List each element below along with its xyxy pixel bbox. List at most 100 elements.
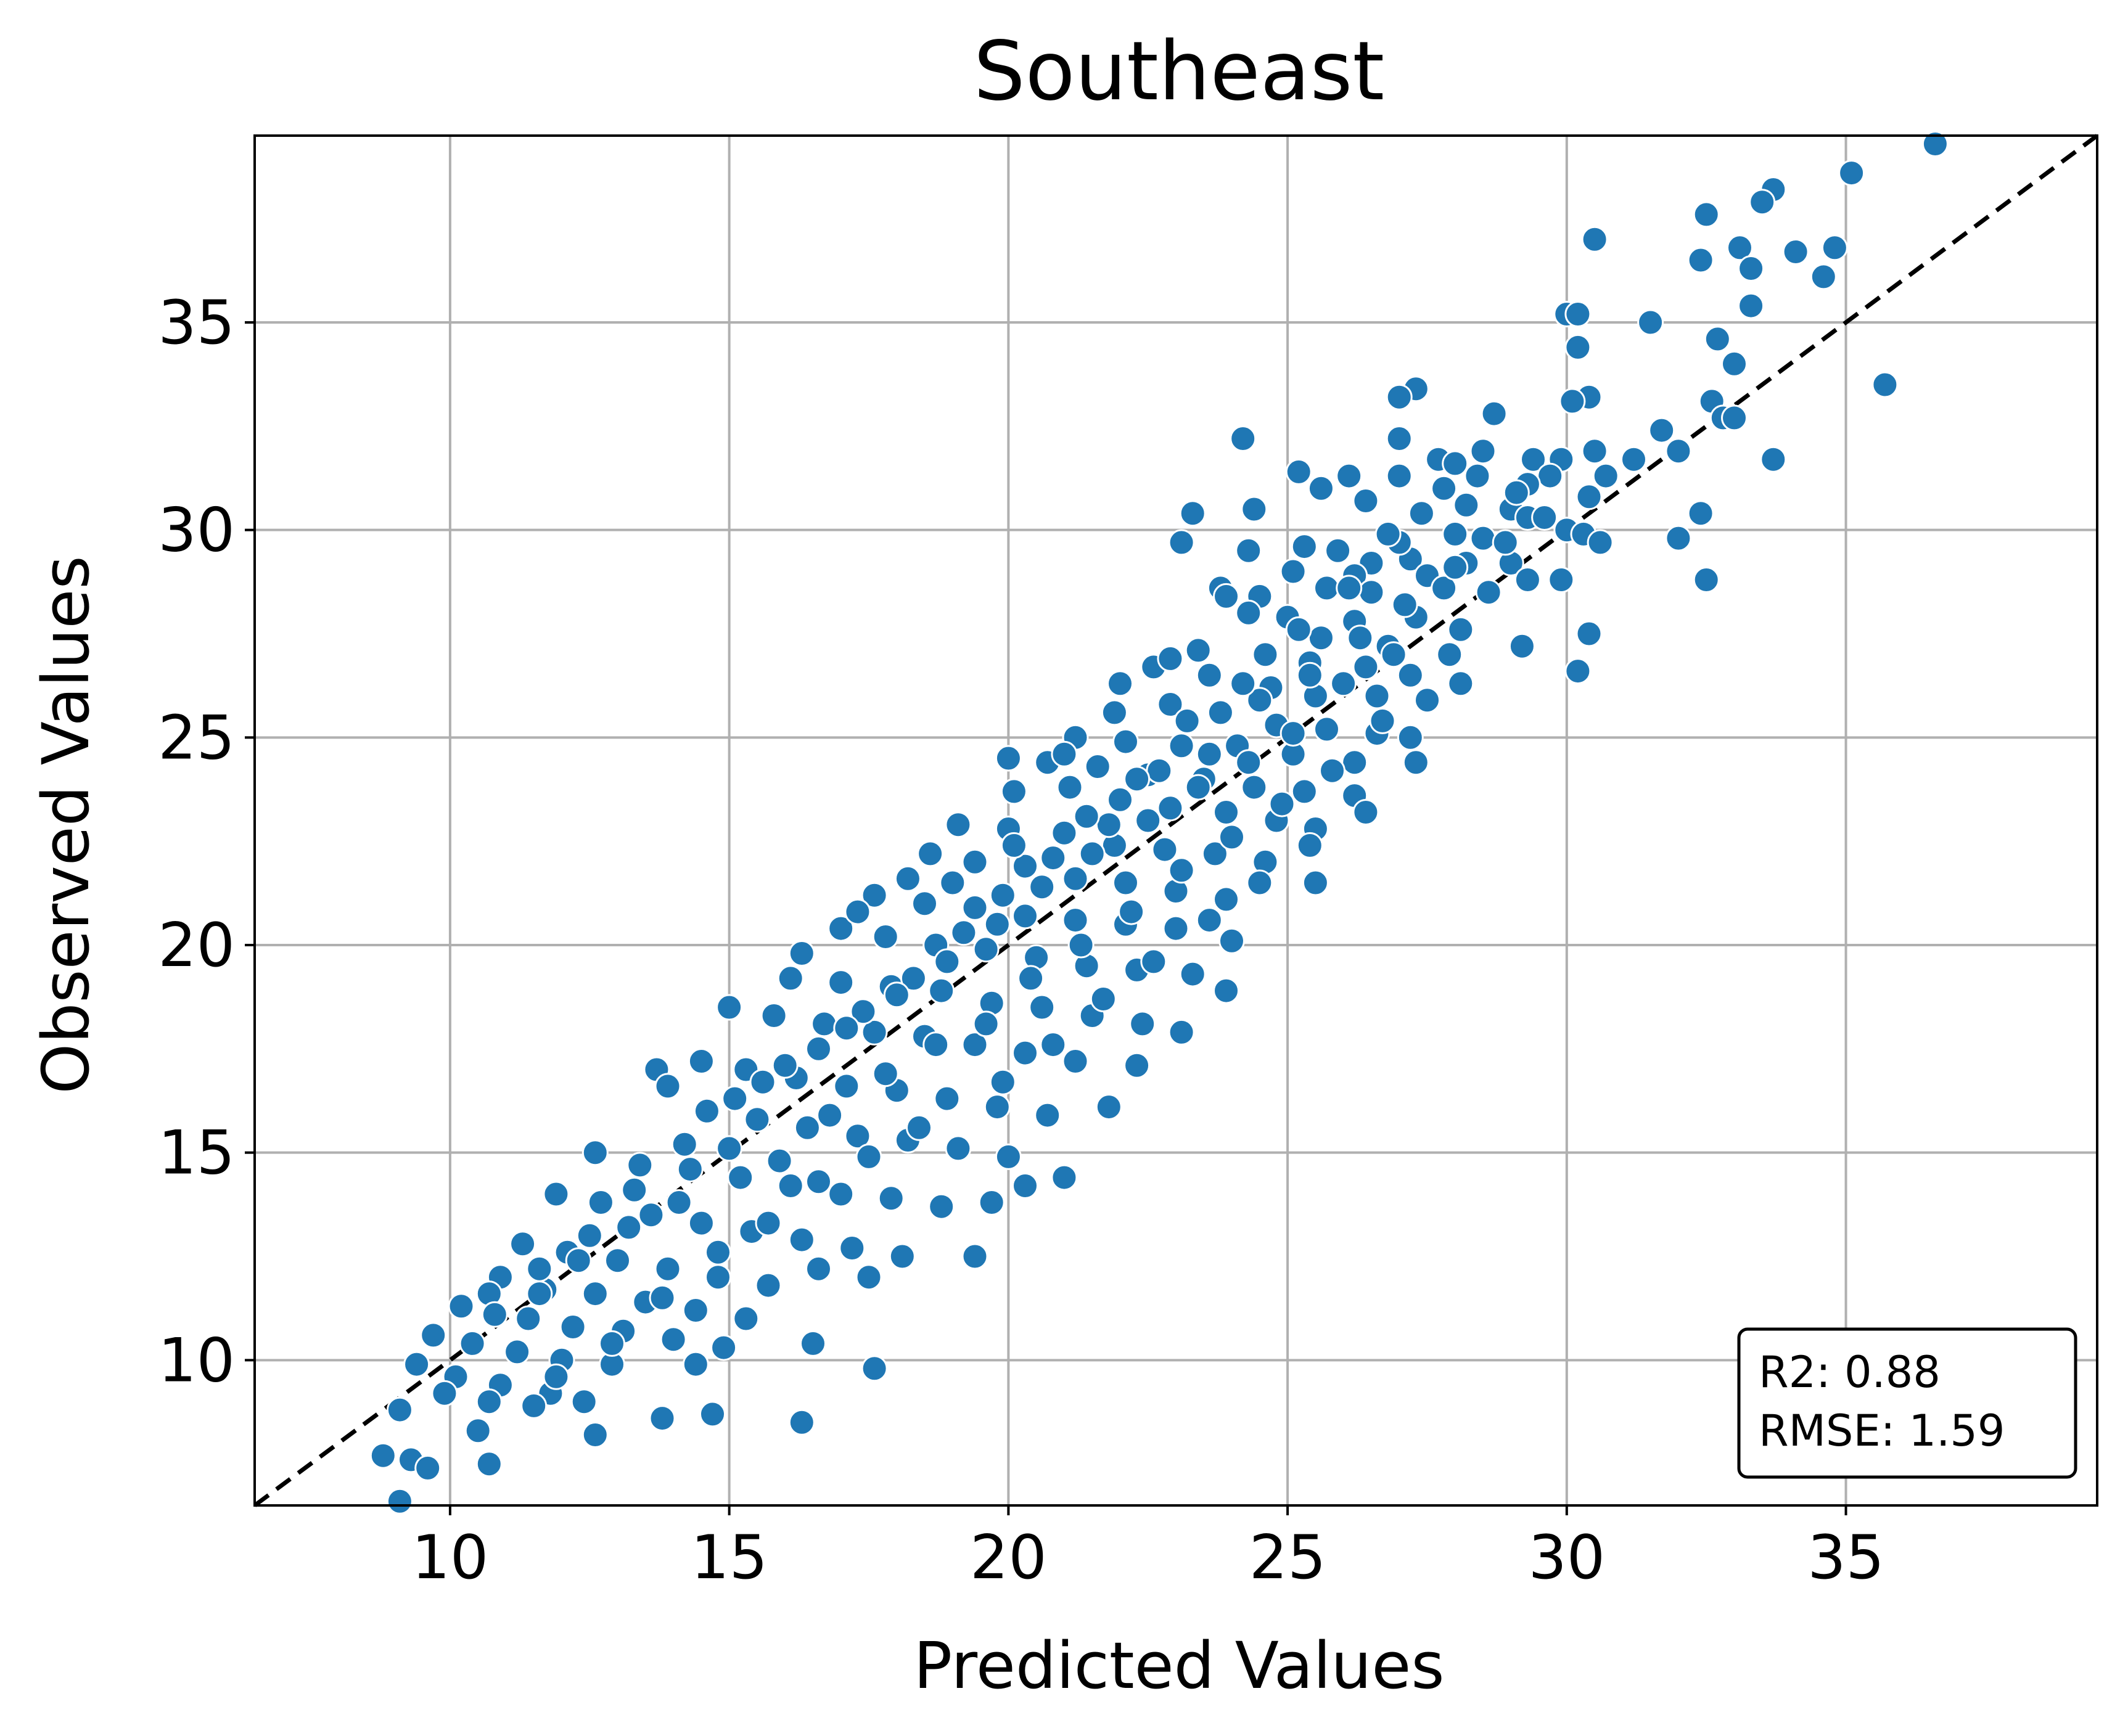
data-point [928,1193,955,1220]
data-point [1040,845,1067,872]
y-tick-label: 25 [158,703,235,773]
data-point [1012,903,1038,930]
data-point [414,1454,442,1481]
data-point [1173,707,1201,734]
data-point [369,1442,396,1469]
data-point [995,745,1022,772]
data-point [1336,575,1363,602]
data-point [1285,458,1312,485]
data-point [1336,462,1363,489]
data-point [1246,687,1273,714]
data-point [1241,496,1268,523]
data-point [1252,641,1279,668]
data-point [1095,1094,1122,1121]
data-point [1621,446,1647,473]
data-point [1665,525,1692,552]
data-point [828,969,855,996]
data-point [1648,417,1675,444]
data-point [1268,790,1296,817]
data-point [1062,907,1089,934]
data-point [1112,869,1139,896]
y-tick-label: 20 [158,911,235,981]
data-point [833,1073,860,1100]
data-point [1029,994,1056,1021]
data-point [1727,234,1753,261]
data-point [788,1409,815,1436]
data-point [1749,189,1776,216]
data-point [755,1272,782,1299]
axis-ticks: 10 15 20 25 30 35 10 15 20 25 30 35 [158,288,1884,1593]
data-point [1469,438,1497,465]
data-point [816,1102,844,1129]
data-point [1386,383,1413,411]
data-point [576,1222,603,1249]
data-point [1213,583,1239,610]
data-point [1687,247,1714,274]
data-point [1118,898,1145,925]
data-point [917,840,944,867]
data-point [581,1422,609,1448]
data-point [1107,786,1133,813]
data-point [1280,558,1307,585]
data-point [1307,624,1334,652]
data-point [1447,616,1474,643]
data-point [1559,388,1586,415]
data-point [861,1355,888,1382]
data-point [1442,520,1469,547]
data-point [1124,1052,1151,1079]
data-point [1821,234,1848,261]
data-point [755,1210,782,1237]
data-point [1280,720,1307,747]
data-point [950,919,977,946]
data-point [984,911,1011,938]
data-point [733,1305,760,1332]
data-point [1352,799,1379,825]
data-point [877,1185,905,1212]
data-point [1062,865,1089,892]
data-point [520,1392,548,1419]
data-point [1179,960,1206,988]
data-point [961,848,988,875]
x-tick-label: 30 [1528,1523,1605,1593]
data-point [1408,500,1435,527]
data-point [1548,567,1575,593]
data-point [649,1284,676,1311]
data-point [1391,591,1418,618]
data-point [989,882,1016,909]
data-point [699,1401,726,1428]
data-point [1146,757,1173,784]
data-point [972,1010,1000,1038]
data-point [475,1451,503,1478]
data-point [1592,462,1619,489]
data-point [805,1255,832,1282]
data-point [1330,670,1357,697]
data-point [844,898,871,925]
data-point [945,811,972,838]
data-point [448,1293,475,1320]
data-point [671,1131,698,1158]
data-point [1313,716,1340,743]
data-point [989,1068,1016,1095]
data-point [1358,579,1385,606]
x-axis-label: Predicted Values [913,1628,1444,1703]
data-point [1051,740,1078,768]
data-point [1397,724,1424,751]
data-point [386,1488,413,1515]
stats-r2: R2: 0.88 [1759,1347,1941,1398]
data-point [1475,579,1502,606]
data-point [855,1264,882,1291]
data-point [1168,857,1195,884]
data-point [889,1243,916,1270]
data-point [587,1189,614,1216]
data-point [676,1156,704,1183]
data-point [1157,691,1184,718]
data-point [1000,832,1027,859]
data-point [1162,915,1189,942]
data-point [1296,832,1323,859]
data-point [1363,682,1391,710]
data-point [1431,475,1458,502]
data-point [1581,226,1608,253]
data-point [565,1247,592,1274]
data-point [1179,500,1206,527]
data-point [665,1189,692,1216]
